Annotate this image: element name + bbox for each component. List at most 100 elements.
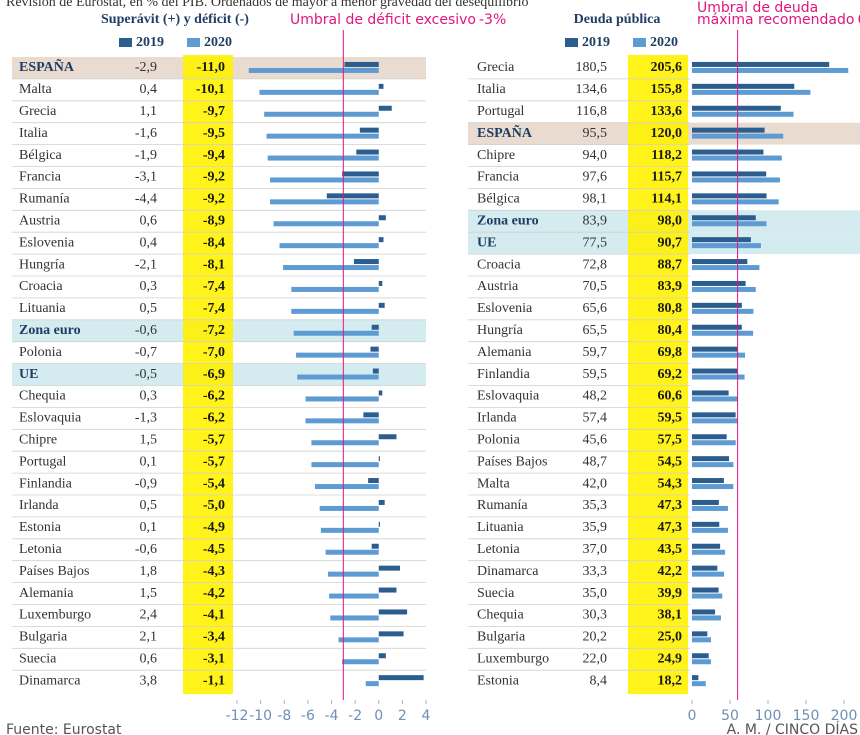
bar bbox=[692, 199, 779, 205]
value-label: 83,9 bbox=[583, 213, 608, 228]
legend-label: 2019 bbox=[582, 35, 610, 50]
category-label: Grecia bbox=[19, 104, 57, 119]
bar bbox=[692, 396, 739, 402]
value-label: 25,0 bbox=[658, 630, 683, 645]
value-label: 38,1 bbox=[658, 608, 683, 623]
value-label: -4,3 bbox=[203, 564, 225, 579]
value-label: 60,6 bbox=[658, 389, 683, 404]
bar bbox=[372, 368, 379, 374]
bar bbox=[692, 390, 729, 396]
x-tick-label: 100 bbox=[755, 708, 782, 724]
value-label: 80,8 bbox=[658, 301, 683, 316]
bar bbox=[371, 324, 379, 330]
value-label: -3,1 bbox=[203, 651, 225, 666]
category-label: Lituania bbox=[477, 520, 524, 535]
bar bbox=[692, 265, 760, 271]
value-label: 37,0 bbox=[583, 542, 608, 557]
bar bbox=[692, 681, 706, 687]
bar bbox=[692, 505, 728, 511]
bar bbox=[365, 681, 379, 687]
category-label: Eslovaquia bbox=[19, 411, 82, 426]
value-label: -9,7 bbox=[203, 104, 225, 119]
category-label: Hungría bbox=[19, 257, 66, 272]
category-label: Portugal bbox=[477, 104, 525, 119]
chart-title: Superávit (+) y déficit (-) bbox=[101, 12, 249, 27]
bar bbox=[692, 527, 728, 533]
value-label: -6,2 bbox=[203, 411, 225, 426]
bar bbox=[378, 609, 408, 615]
value-label: 2,4 bbox=[140, 608, 158, 623]
value-label: -0,9 bbox=[135, 476, 157, 491]
value-label: 45,6 bbox=[583, 432, 608, 447]
category-label: Malta bbox=[477, 476, 510, 491]
bar bbox=[692, 434, 727, 440]
value-label: -8,9 bbox=[203, 213, 225, 228]
value-label: 0,4 bbox=[140, 82, 158, 97]
value-label: -0,5 bbox=[135, 367, 157, 382]
value-label: 120,0 bbox=[651, 126, 683, 141]
x-tick-label: 50 bbox=[721, 708, 739, 724]
bar bbox=[692, 549, 726, 555]
bar bbox=[273, 221, 379, 227]
value-label: -5,4 bbox=[203, 476, 225, 491]
bar bbox=[279, 243, 379, 249]
bar bbox=[283, 265, 379, 271]
bar bbox=[378, 653, 386, 659]
category-label: Bulgaria bbox=[477, 630, 526, 645]
category-label: Chequia bbox=[19, 389, 66, 404]
value-label: 65,6 bbox=[583, 301, 608, 316]
bar bbox=[305, 418, 379, 424]
value-label: 2,1 bbox=[140, 630, 158, 645]
value-label: 77,5 bbox=[583, 235, 608, 250]
value-label: 42,2 bbox=[658, 564, 683, 579]
bar bbox=[692, 543, 721, 549]
value-label: -5,0 bbox=[203, 498, 225, 513]
value-label: 39,9 bbox=[658, 586, 683, 601]
value-label: 33,3 bbox=[583, 564, 608, 579]
bar bbox=[266, 133, 379, 139]
value-label: -2,1 bbox=[135, 257, 157, 272]
value-label: -9,2 bbox=[203, 170, 225, 185]
value-label: -8,4 bbox=[203, 235, 225, 250]
value-label: 48,2 bbox=[583, 389, 608, 404]
bar bbox=[305, 396, 379, 402]
bar bbox=[378, 587, 397, 593]
bar bbox=[692, 593, 723, 599]
value-label: -0,6 bbox=[135, 542, 157, 557]
value-label: 0,1 bbox=[140, 520, 158, 535]
value-label: 69,2 bbox=[658, 367, 683, 382]
category-label: Letonia bbox=[19, 542, 63, 557]
value-label: 35,0 bbox=[583, 586, 608, 601]
category-label: Luxemburgo bbox=[477, 651, 549, 666]
category-label: Alemania bbox=[19, 586, 74, 601]
value-label: 65,5 bbox=[583, 323, 608, 338]
subtitle: Revisión de Eurostat, en % del PIB. Orde… bbox=[6, 0, 529, 10]
bar bbox=[326, 193, 379, 199]
category-label: ESPAÑA bbox=[19, 57, 75, 75]
value-label: 43,5 bbox=[658, 542, 683, 557]
bar bbox=[378, 390, 383, 396]
bar bbox=[353, 259, 379, 265]
value-label: 83,9 bbox=[658, 279, 683, 294]
bar bbox=[692, 609, 716, 615]
category-label: Luxemburgo bbox=[19, 608, 91, 623]
value-label: 0,5 bbox=[140, 301, 158, 316]
category-label: Hungría bbox=[477, 323, 524, 338]
value-label: 0,6 bbox=[140, 651, 158, 666]
x-tick-label: -12 bbox=[226, 708, 249, 724]
x-tick-label: -4 bbox=[325, 708, 339, 724]
value-label: 59,5 bbox=[583, 367, 608, 382]
bar bbox=[248, 67, 379, 73]
chart-title: Deuda pública bbox=[574, 12, 661, 27]
category-label: Irlanda bbox=[477, 411, 517, 426]
bar bbox=[378, 434, 397, 440]
value-label: -7,4 bbox=[203, 279, 225, 294]
bar bbox=[692, 637, 711, 643]
bar bbox=[692, 155, 782, 161]
value-label: 35,9 bbox=[583, 520, 608, 535]
column-highlight bbox=[183, 55, 233, 695]
category-label: Finlandia bbox=[477, 367, 531, 382]
annotation: Umbral de deuda bbox=[697, 0, 818, 16]
value-label: 54,3 bbox=[658, 476, 683, 491]
value-label: 30,3 bbox=[583, 608, 608, 623]
